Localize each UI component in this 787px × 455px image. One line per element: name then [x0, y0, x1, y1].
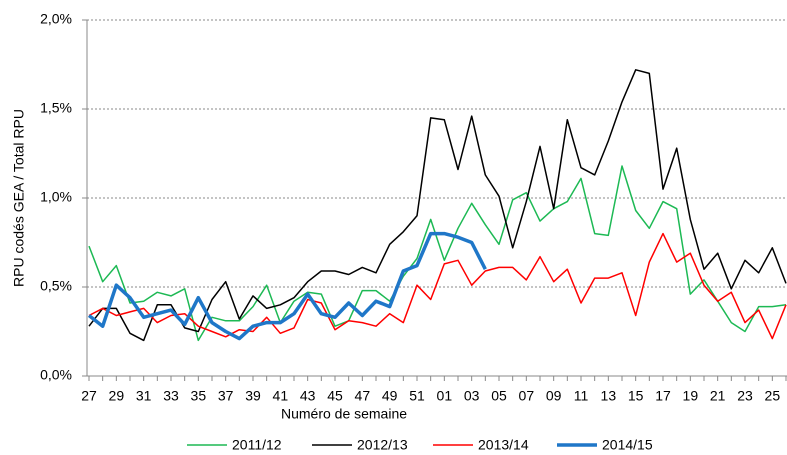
x-tick-label: 05 — [491, 388, 507, 404]
x-tick-label: 03 — [464, 388, 480, 404]
y-axis-title: RPU codés GEA / Total RPU — [11, 109, 27, 287]
series-line — [88, 165, 787, 342]
x-tick-label: 07 — [519, 388, 535, 404]
series-line — [88, 69, 787, 342]
x-tick-label: 41 — [273, 388, 289, 404]
x-tick-label: 27 — [81, 388, 97, 404]
x-tick-label: 15 — [628, 388, 644, 404]
x-tick-label: 11 — [574, 388, 589, 404]
x-tick-label: 19 — [683, 388, 699, 404]
x-tick-label: 43 — [300, 388, 316, 404]
series-line — [88, 232, 787, 340]
x-tick-label: 13 — [601, 388, 617, 404]
x-tick-label: 37 — [218, 388, 234, 404]
x-tick-label: 23 — [737, 388, 753, 404]
legend-label: 2012/13 — [357, 437, 408, 453]
x-tick-label: 39 — [245, 388, 261, 404]
x-tick-label: 09 — [546, 388, 562, 404]
y-tick-label: 1,5% — [40, 100, 72, 116]
x-tick-label: 01 — [437, 388, 453, 404]
y-tick-label: 1,0% — [40, 189, 72, 205]
y-tick-label: 0,0% — [40, 367, 72, 383]
x-tick-label: 35 — [191, 388, 207, 404]
series-line — [87, 231, 487, 341]
x-tick-label: 47 — [355, 388, 371, 404]
x-tick-label: 31 — [136, 388, 152, 404]
x-tick-label: 45 — [327, 388, 343, 404]
x-tick-label: 25 — [765, 388, 781, 404]
x-tick-label: 49 — [382, 388, 398, 404]
x-tick-label: 29 — [109, 388, 125, 404]
legend-label: 2014/15 — [602, 437, 653, 453]
legend-label: 2011/12 — [232, 437, 282, 453]
x-axis-title: Numéro de semaine — [281, 406, 407, 422]
y-tick-label: 2,0% — [40, 11, 72, 27]
x-tick-label: 33 — [163, 388, 179, 404]
x-tick-label: 51 — [409, 388, 425, 404]
x-tick-label: 17 — [655, 388, 671, 404]
legend-label: 2013/14 — [478, 437, 529, 453]
y-tick-label: 0,5% — [40, 278, 72, 294]
x-tick-label: 21 — [710, 388, 726, 404]
